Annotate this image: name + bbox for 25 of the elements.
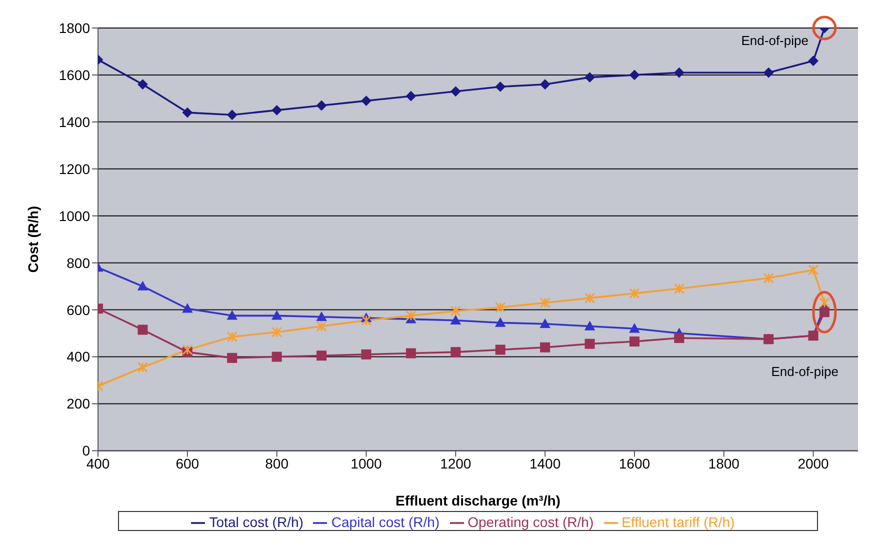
y-tick-label: 400 (66, 348, 90, 365)
x-tick-label: 600 (176, 456, 200, 472)
annotation: End-of-pipe (741, 33, 808, 48)
x-tick-label: 2000 (798, 456, 830, 472)
y-tick-label: 1000 (58, 208, 90, 224)
x-axis-title: Effluent discharge (m³/h) (396, 492, 560, 509)
legend-label: Effluent tariff (R/h) (622, 514, 735, 530)
y-tick-label: 1400 (58, 114, 90, 130)
x-tick-label: 1200 (440, 456, 472, 472)
y-tick-label: 1200 (58, 160, 90, 177)
x-tick-label: 1600 (618, 456, 650, 472)
legend-label: Operating cost (R/h) (468, 514, 594, 530)
legend-label: Capital cost (R/h) (331, 514, 440, 530)
annotation: End-of-pipe (771, 364, 838, 380)
x-tick-label: 1400 (529, 456, 561, 472)
x-tick-label: 1800 (708, 456, 740, 472)
y-tick-label: 1800 (58, 20, 90, 36)
x-tick-label: 1000 (350, 456, 382, 472)
y-tick-label: 800 (66, 254, 90, 271)
legend-label: Total cost (R/h) (209, 514, 304, 530)
y-axis-title: Cost (R/h) (24, 206, 41, 273)
x-tick-label: 800 (265, 456, 289, 472)
y-tick-label: 600 (66, 302, 90, 318)
y-tick-label: 200 (66, 396, 90, 412)
y-tick-label: 1600 (58, 66, 90, 83)
